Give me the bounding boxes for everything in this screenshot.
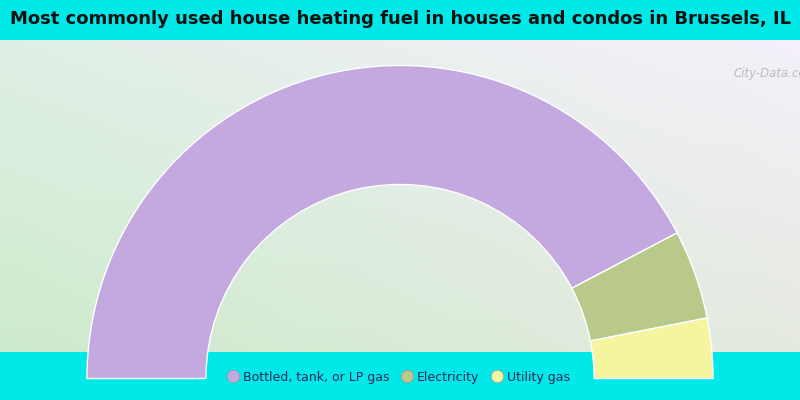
Text: Most commonly used house heating fuel in houses and condos in Brussels, IL: Most commonly used house heating fuel in… xyxy=(10,10,790,28)
Wedge shape xyxy=(590,318,713,378)
Wedge shape xyxy=(572,233,707,341)
Legend: Bottled, tank, or LP gas, Electricity, Utility gas: Bottled, tank, or LP gas, Electricity, U… xyxy=(226,366,574,388)
Wedge shape xyxy=(87,66,677,378)
Text: City-Data.com: City-Data.com xyxy=(734,67,800,80)
